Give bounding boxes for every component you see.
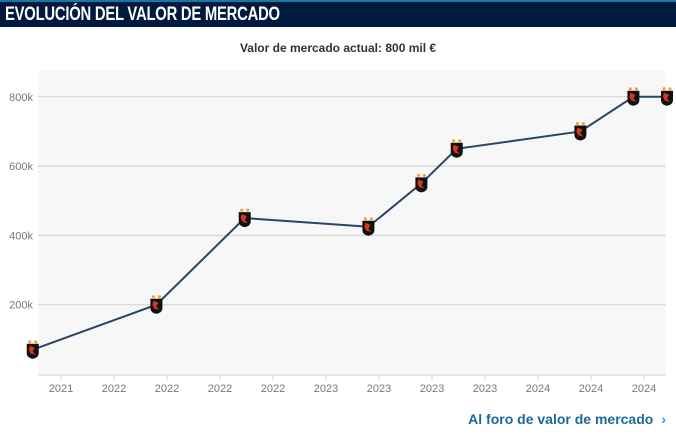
x-tick-label: 2024 <box>579 383 603 395</box>
club-crest-marker[interactable] <box>415 173 428 193</box>
club-crest-marker[interactable] <box>362 217 375 236</box>
plot-area <box>38 70 666 375</box>
club-crest-marker[interactable] <box>661 87 673 106</box>
y-tick-label: 200k <box>9 300 33 312</box>
club-crest-marker[interactable] <box>238 208 251 228</box>
club-crest-marker[interactable] <box>26 340 39 359</box>
y-tick-label: 800k <box>9 92 33 104</box>
x-tick-label: 2023 <box>420 383 444 395</box>
x-tick-label: 2024 <box>632 383 656 395</box>
club-crest-marker[interactable] <box>574 121 587 141</box>
x-tick-label: 2022 <box>208 383 232 395</box>
x-tick-label: 2021 <box>49 383 73 395</box>
club-crest-marker[interactable] <box>450 139 463 158</box>
x-tick-label: 2022 <box>155 383 179 395</box>
y-tick-label: 400k <box>9 230 33 242</box>
current-market-value: Valor de mercado actual: 800 mil € <box>239 41 437 55</box>
club-crest-marker[interactable] <box>627 87 640 106</box>
x-tick-label: 2023 <box>367 383 391 395</box>
club-crest-marker[interactable] <box>150 295 163 314</box>
x-tick-label: 2023 <box>314 383 338 395</box>
section-title: EVOLUCIÓN DEL VALOR DE MERCADO <box>5 4 280 25</box>
market-value-forum-link[interactable]: Al foro de valor de mercado › <box>468 411 666 427</box>
y-tick-label: 600k <box>9 161 33 173</box>
x-tick-label: 2023 <box>473 383 497 395</box>
section-header: EVOLUCIÓN DEL VALOR DE MERCADO <box>0 0 676 27</box>
x-tick-label: 2022 <box>102 383 126 395</box>
x-tick-label: 2022 <box>261 383 285 395</box>
x-tick-label: 2024 <box>526 383 550 395</box>
chevron-right-icon: › <box>661 411 666 427</box>
link-label: Al foro de valor de mercado <box>468 411 654 427</box>
